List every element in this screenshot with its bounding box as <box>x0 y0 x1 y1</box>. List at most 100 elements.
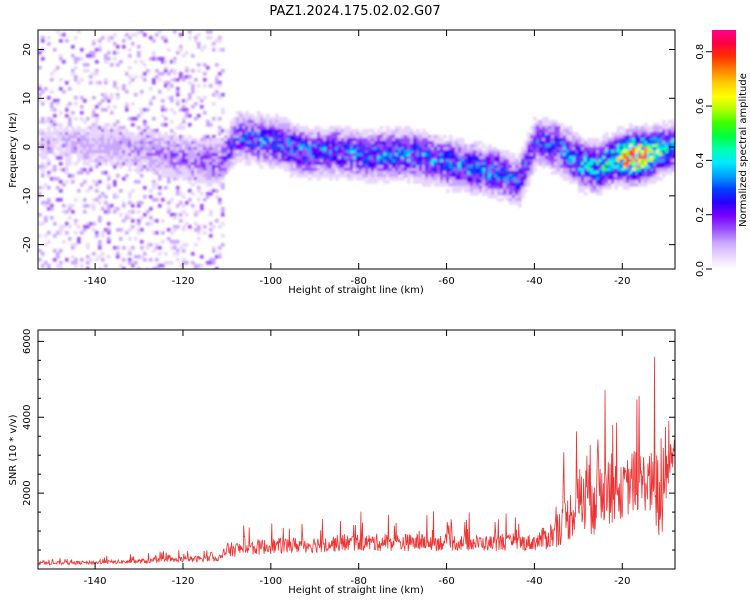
spectrogram-cell <box>365 141 369 145</box>
spectrogram-cell <box>506 150 510 154</box>
spectrogram-cell <box>659 126 663 130</box>
spectrogram-cell <box>302 144 306 148</box>
spectrogram-cell <box>86 150 90 154</box>
spectrogram-cell <box>644 177 648 181</box>
spectrogram-cell <box>668 135 672 139</box>
spectrogram-cell <box>599 174 603 178</box>
spectrogram-cell <box>263 153 267 157</box>
spectrogram-cell <box>470 177 474 181</box>
spectrogram-cell <box>605 174 609 178</box>
spectrogram-cell <box>92 141 96 145</box>
spectrogram-cell <box>167 153 171 157</box>
spectrogram-cell <box>59 162 63 166</box>
spectrogram-cell <box>527 144 531 148</box>
spectrogram-cell <box>131 135 135 139</box>
spectrogram-cell <box>386 165 390 169</box>
spectrogram-cell <box>161 198 165 202</box>
spectrogram-y-label: Frequency (Hz) <box>8 112 19 188</box>
spectrogram-cell <box>164 156 168 160</box>
spectrogram-cell <box>617 126 621 130</box>
spectrogram-cell <box>548 159 552 163</box>
spectrogram-cell <box>209 150 213 154</box>
spectrogram-cell <box>647 129 651 133</box>
spectrogram-cell <box>332 132 336 136</box>
spectrogram-cell <box>179 213 183 217</box>
spectrogram-cell <box>50 204 54 208</box>
spectrogram-cell <box>584 150 588 154</box>
spectrogram-cell <box>209 162 213 166</box>
spectrogram-cell <box>134 180 138 184</box>
spectrogram-cell <box>131 264 135 268</box>
spectrogram-cell <box>464 153 468 157</box>
spectrogram-cell <box>149 102 153 106</box>
spectrogram-cell <box>215 153 219 157</box>
spectrogram-cell <box>626 138 630 142</box>
spectrogram-cell <box>302 150 306 154</box>
spectrogram-cell <box>494 180 498 184</box>
spectrogram-cell <box>143 120 147 124</box>
spectrogram-cell <box>551 132 555 136</box>
spectrogram-cell <box>59 33 63 37</box>
spectrogram-cell <box>245 117 249 121</box>
spectrogram-cell <box>140 216 144 220</box>
spectrogram-cell <box>152 162 156 166</box>
spectrogram-cell <box>506 198 510 202</box>
spectrogram-cell <box>422 162 426 166</box>
spectrogram-cell <box>485 189 489 193</box>
spectrogram-cell <box>275 117 279 121</box>
spectrogram-cell <box>86 156 90 160</box>
spectrogram-cell <box>518 159 522 163</box>
spectrogram-cell <box>407 165 411 169</box>
spectrogram-cell <box>242 120 246 124</box>
spectrogram-cell <box>59 138 63 142</box>
spectrogram-cell <box>662 162 666 166</box>
spectrogram-cell <box>212 171 216 175</box>
spectrogram-cell <box>155 144 159 148</box>
spectrogram-cell <box>44 216 48 220</box>
spectrogram-cell <box>80 138 84 142</box>
spectrogram-cell <box>518 204 522 208</box>
spectrogram-cell <box>248 126 252 130</box>
spectrogram-cell <box>194 177 198 181</box>
spectrogram-cell <box>230 162 234 166</box>
spectrogram-cell <box>215 90 219 94</box>
spectrogram-cell <box>275 123 279 127</box>
spectrogram-cell <box>260 132 264 136</box>
spectrogram-cell <box>299 141 303 145</box>
spectrogram-cell <box>584 141 588 145</box>
spectrogram-cell <box>215 39 219 43</box>
spectrogram-cell <box>152 171 156 175</box>
spectrogram-cell <box>83 120 87 124</box>
spectrogram-cell <box>221 174 225 178</box>
spectrogram-cell <box>173 69 177 73</box>
spectrogram-cell <box>428 135 432 139</box>
spectrogram-cell <box>356 153 360 157</box>
spectrogram-cell <box>452 150 456 154</box>
spectrogram-cell <box>122 141 126 145</box>
spectrogram-cell <box>287 156 291 160</box>
spectrogram-cell <box>164 84 168 88</box>
spectrogram-cell <box>575 141 579 145</box>
spectrogram-cell <box>431 147 435 151</box>
spectrogram-cell <box>632 165 636 169</box>
spectrogram-cell <box>212 249 216 253</box>
spectrogram-cell <box>287 135 291 139</box>
spectrogram-cell <box>497 186 501 190</box>
spectrogram-cell <box>116 144 120 148</box>
spectrogram-cell <box>374 138 378 142</box>
spectrogram-cell <box>83 138 87 142</box>
spectrogram-cell <box>119 153 123 157</box>
spectrogram-cell <box>221 93 225 97</box>
spectrogram-cell <box>443 171 447 175</box>
spectrogram-cell <box>485 174 489 178</box>
spectrogram-cell <box>110 150 114 154</box>
spectrogram-cell <box>626 165 630 169</box>
spectrogram-cell <box>86 225 90 229</box>
spectrogram-cell <box>557 162 561 166</box>
spectrogram-cell <box>173 132 177 136</box>
spectrogram-cell <box>389 147 393 151</box>
spectrogram-cell <box>548 135 552 139</box>
spectrogram-cell <box>545 159 549 163</box>
spectrogram-cell <box>659 129 663 133</box>
spectrogram-cell <box>137 144 141 148</box>
